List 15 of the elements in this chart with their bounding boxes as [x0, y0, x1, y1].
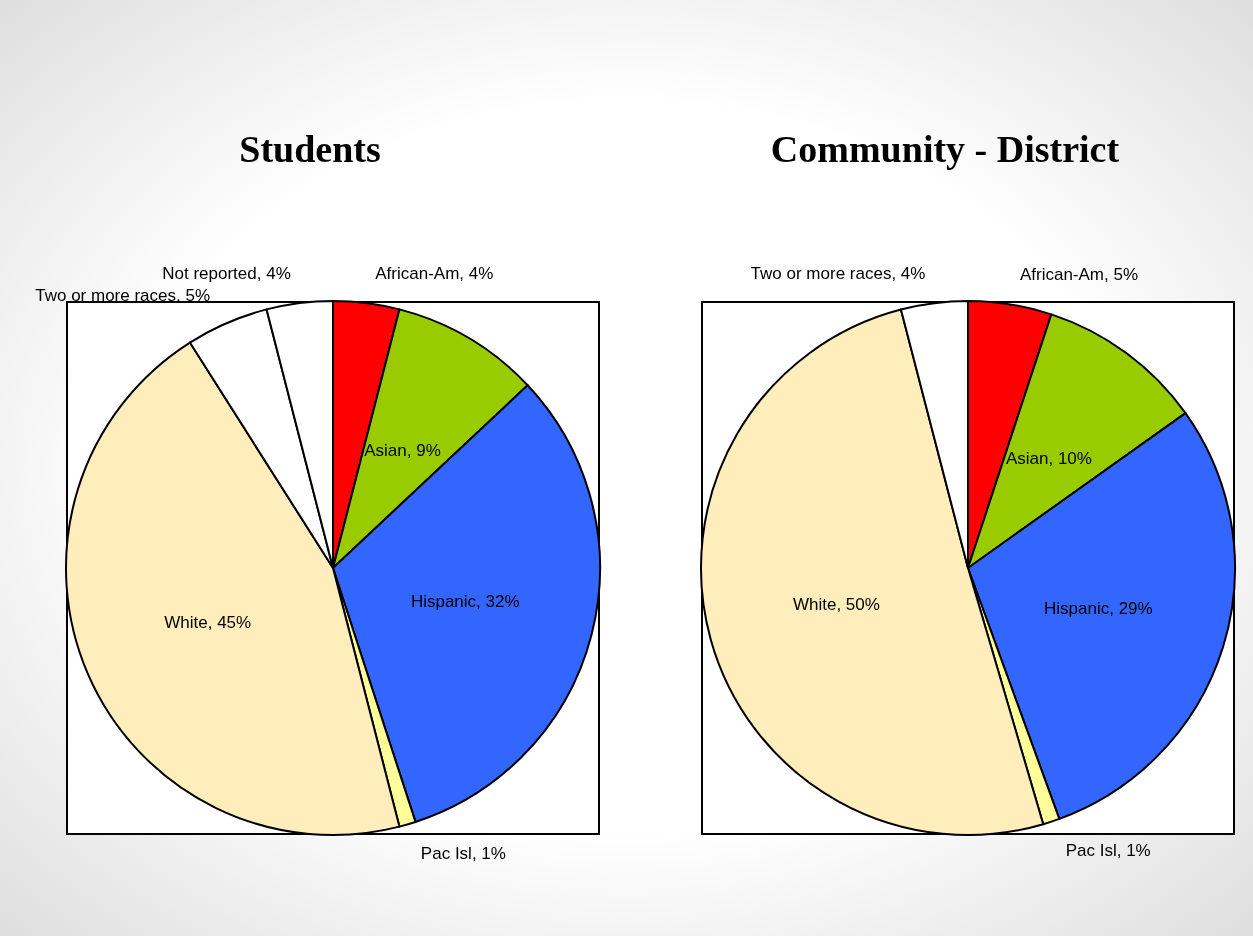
slice-label: Asian, 10% [1005, 448, 1092, 468]
slice-label: Two or more races, 4% [750, 263, 926, 283]
slice-label: White, 45% [164, 612, 252, 632]
chart-title: Community - District [770, 128, 1120, 170]
slice-label: Not reported, 4% [162, 263, 291, 283]
chart-title: Students [239, 128, 381, 170]
slice-label: Pac Isl, 1% [420, 843, 506, 863]
slice-label: Two or more races, 5% [35, 285, 211, 305]
slice-label: White, 50% [792, 594, 880, 614]
slice-label: Asian, 9% [364, 441, 441, 461]
slice-label: Hispanic, 32% [410, 592, 520, 612]
slice-label: African-Am, 5% [1019, 265, 1139, 285]
slice-label: African-Am, 4% [375, 263, 494, 283]
slice-label: Hispanic, 29% [1044, 599, 1153, 619]
slice-label: Pac Isl, 1% [1065, 840, 1151, 860]
